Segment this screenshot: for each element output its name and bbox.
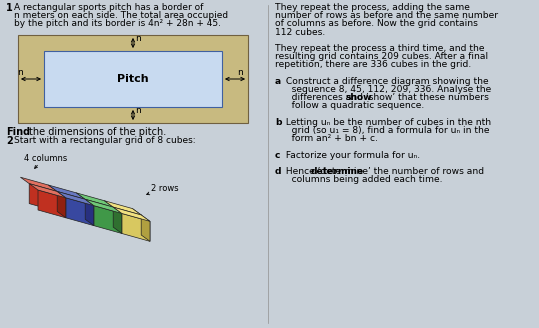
Polygon shape — [20, 177, 57, 192]
Text: columns being added each time.: columns being added each time. — [283, 175, 443, 184]
Text: 1: 1 — [6, 3, 13, 13]
Polygon shape — [77, 193, 85, 219]
Text: differences and ’show’ that these numbers: differences and ’show’ that these number… — [283, 93, 489, 102]
Text: c: c — [275, 151, 280, 160]
Text: 4 columns: 4 columns — [24, 154, 67, 163]
Text: a: a — [275, 77, 281, 86]
Polygon shape — [85, 199, 122, 214]
Polygon shape — [105, 201, 141, 215]
Text: Construct a difference diagram showing the: Construct a difference diagram showing t… — [283, 77, 489, 86]
Text: n meters on each side. The total area occupied: n meters on each side. The total area oc… — [14, 11, 228, 20]
Text: show: show — [345, 93, 371, 102]
Bar — [44, 51, 222, 107]
Polygon shape — [66, 198, 94, 226]
Text: d: d — [275, 167, 281, 176]
Polygon shape — [141, 215, 150, 241]
Polygon shape — [122, 214, 150, 241]
Text: the dimensions of the pitch.: the dimensions of the pitch. — [29, 127, 166, 137]
Polygon shape — [133, 209, 141, 235]
Text: Letting uₙ be the number of cubes in the nth: Letting uₙ be the number of cubes in the… — [283, 118, 491, 127]
Bar — [268, 0, 539, 328]
Text: Factorize your formula for uₙ.: Factorize your formula for uₙ. — [283, 151, 420, 160]
Polygon shape — [113, 207, 141, 235]
Text: n: n — [135, 34, 141, 43]
Text: number of rows as before and the same number: number of rows as before and the same nu… — [275, 11, 498, 20]
Text: grid (so u₁ = 8), find a formula for uₙ in the: grid (so u₁ = 8), find a formula for uₙ … — [283, 126, 489, 135]
Text: follow a quadratic sequence.: follow a quadratic sequence. — [283, 101, 424, 111]
Polygon shape — [29, 184, 57, 212]
Text: by the pitch and its border is 4n² + 28n + 45.: by the pitch and its border is 4n² + 28n… — [14, 19, 221, 28]
Polygon shape — [57, 192, 94, 206]
Text: They repeat the process, adding the same: They repeat the process, adding the same — [275, 3, 470, 12]
Text: Hence ’determine’ the number of rows and: Hence ’determine’ the number of rows and — [283, 167, 484, 176]
Text: 2 rows: 2 rows — [151, 184, 179, 193]
Bar — [18, 35, 248, 123]
Text: repetition, there are 336 cubes in the grid.: repetition, there are 336 cubes in the g… — [275, 60, 471, 70]
Text: 112 cubes.: 112 cubes. — [275, 28, 325, 37]
Text: They repeat the process a third time, and the: They repeat the process a third time, an… — [275, 44, 485, 53]
Text: b: b — [275, 118, 281, 127]
Text: n: n — [135, 106, 141, 115]
Text: form an² + bn + c.: form an² + bn + c. — [283, 134, 378, 143]
Text: of columns as before. Now the grid contains: of columns as before. Now the grid conta… — [275, 19, 478, 29]
Text: A rectangular sports pitch has a border of: A rectangular sports pitch has a border … — [14, 3, 203, 12]
Text: resulting grid contains 209 cubes. After a final: resulting grid contains 209 cubes. After… — [275, 52, 488, 61]
Polygon shape — [113, 207, 150, 221]
Text: n: n — [237, 68, 243, 77]
Text: 2: 2 — [6, 136, 13, 146]
Polygon shape — [77, 193, 113, 207]
Polygon shape — [85, 199, 94, 226]
Polygon shape — [49, 185, 85, 199]
Polygon shape — [94, 206, 122, 234]
Polygon shape — [57, 192, 66, 218]
Polygon shape — [29, 184, 66, 198]
Polygon shape — [38, 190, 66, 218]
Polygon shape — [57, 192, 85, 219]
Polygon shape — [49, 185, 57, 212]
Text: sequence 8, 45, 112, 209, 336. Analyse the: sequence 8, 45, 112, 209, 336. Analyse t… — [283, 85, 491, 94]
Polygon shape — [85, 199, 113, 227]
Text: Pitch: Pitch — [117, 74, 149, 84]
Text: determine: determine — [311, 167, 364, 176]
Polygon shape — [113, 207, 122, 234]
Text: n: n — [17, 68, 23, 77]
Polygon shape — [105, 201, 113, 227]
Text: Start with a rectangular grid of 8 cubes:: Start with a rectangular grid of 8 cubes… — [14, 136, 196, 145]
Text: Find: Find — [6, 127, 30, 137]
Bar — [0, 0, 268, 328]
